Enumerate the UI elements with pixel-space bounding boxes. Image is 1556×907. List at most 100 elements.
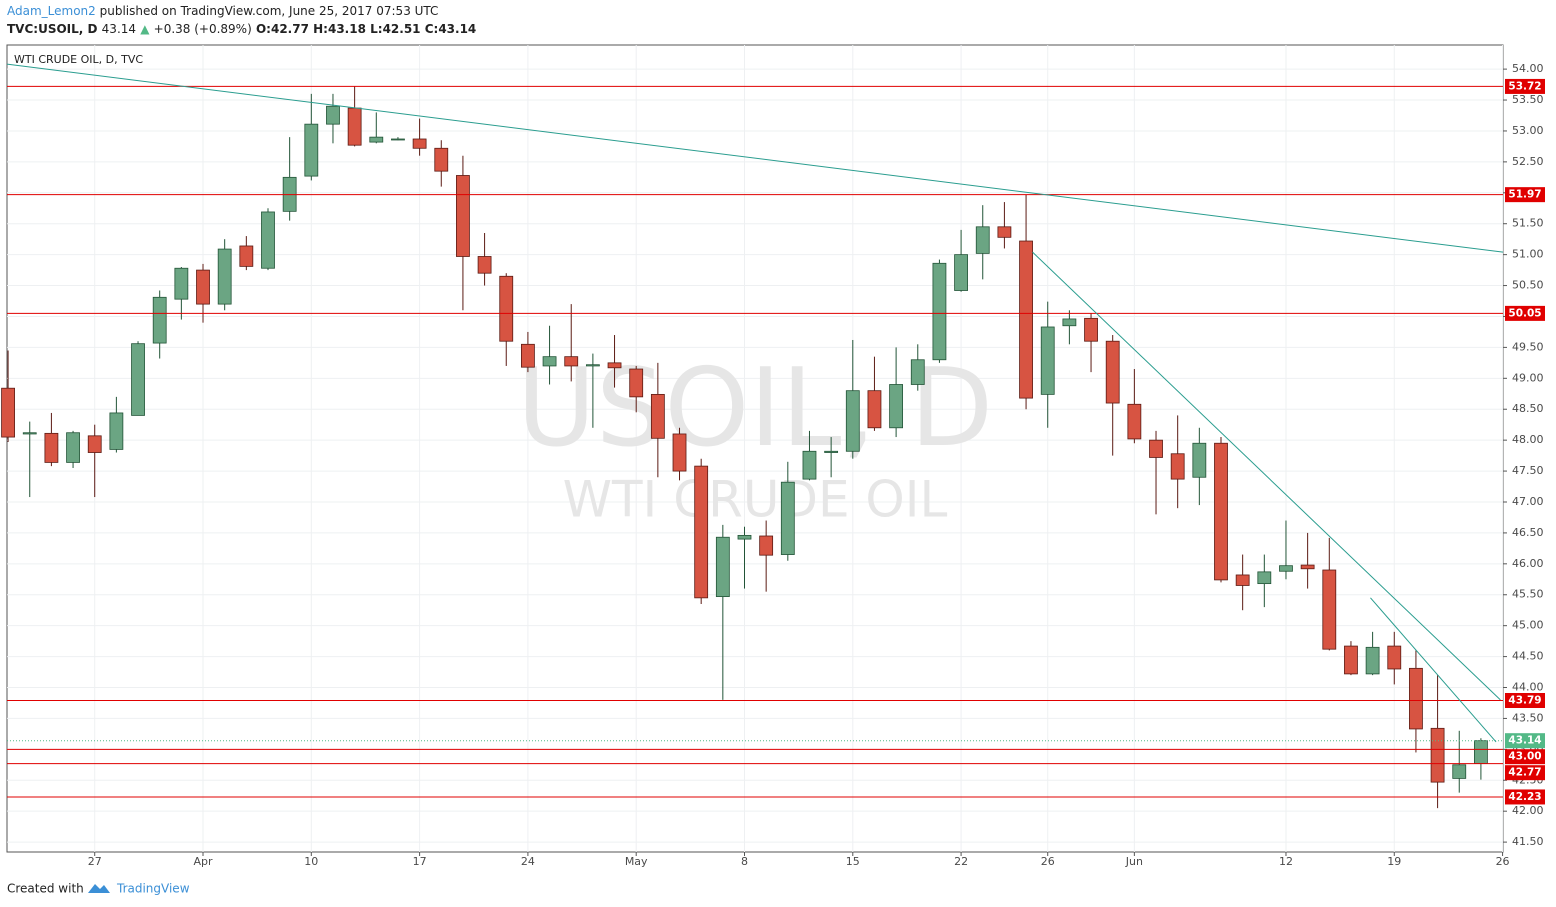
up-candle-body [1062,318,1077,327]
down-candle-body [759,535,774,556]
down-candle-body [1214,442,1228,581]
down-candle-body [564,356,579,367]
author[interactable]: Adam_Lemon2 [7,4,96,18]
change: +0.38 (+0.89%) [154,22,252,36]
x-tick-label: 27 [88,855,102,868]
y-tick-label: 43.50 [1512,711,1544,724]
y-tick-label: 41.50 [1512,835,1544,848]
marks [1,63,1504,809]
down-candle-body [1170,453,1185,480]
price-tag-label: 43.00 [1508,751,1541,763]
up-candle-body [1040,326,1055,395]
y-tick-label: 53.50 [1512,93,1544,106]
x-tick-label: 15 [846,855,860,868]
watermark-subtitle: WTI CRUDE OIL [563,471,948,529]
price-tag [1505,765,1545,781]
price-tag-label: 50.05 [1508,307,1541,319]
up-candle-body [131,343,145,416]
trend-line [1032,251,1501,701]
x-tick-label: 10 [304,855,318,868]
down-candle-body [629,368,644,398]
y-tick-label: 46.00 [1512,557,1544,570]
up-candle-body [954,254,968,291]
up-candle-body [910,359,925,385]
up-candle-body [975,226,990,254]
trend-line [1370,597,1497,743]
x-tick-label: 22 [954,855,968,868]
price-tag [1505,305,1545,321]
up-candle-body [261,211,275,269]
down-candle-body [521,343,535,368]
price-tag-label: 43.79 [1508,694,1541,706]
up-arrow: ▲ [140,22,150,36]
up-candle-body [304,123,319,177]
up-candle-body [802,450,817,480]
plot-frame [6,44,1504,853]
logo [88,884,110,893]
y-tick-label: 52.50 [1512,155,1544,168]
price-tag-label: 53.72 [1508,80,1541,92]
price-tag-label: 43.14 [1508,735,1541,747]
price-tag-label: 51.97 [1508,189,1541,201]
y-tick-label: 50.50 [1512,279,1544,292]
last: 43.14 [102,22,136,36]
y-tick-label: 48.50 [1512,402,1544,415]
x-tick-label: May [625,855,648,868]
down-candle-body [499,275,514,342]
down-candle-body [694,465,709,599]
down-candle-body [1387,645,1402,670]
x-tick-label: 26 [1496,855,1510,868]
x-tick-label: Jun [1125,855,1143,868]
y-tick-label: 45.00 [1512,619,1544,632]
down-candle-body [477,256,492,274]
down-candle-body [1084,317,1098,342]
down-candle-body [1,387,15,438]
y-tick-label: 44.50 [1512,650,1544,663]
down-candle-body [672,433,687,472]
up-candle-body [932,262,947,361]
down-candle-body [997,226,1012,238]
up-candle-body [174,267,189,300]
down-candle-body [1430,727,1445,783]
y-tick-label: 49.50 [1512,340,1544,353]
down-candle-body [1235,574,1250,586]
y-tick-label: 49.00 [1512,371,1544,384]
y-tick-label: 44.00 [1512,681,1544,694]
up-candle-body [109,412,124,450]
up-candle-body [217,248,232,305]
down-candle-body [1409,667,1423,730]
y-tick-label: 54.00 [1512,62,1544,75]
up-candle-body [1365,646,1380,675]
up-candle-body [542,356,557,367]
price-tag-label: 42.23 [1508,791,1541,803]
price-tag [1505,187,1545,203]
up-candle-body [326,105,340,125]
up-candle-body [737,534,752,540]
x-tick-label: 17 [413,855,427,868]
down-candle-body [196,269,210,305]
down-candle-body [1127,403,1142,440]
down-candle-body [44,432,59,463]
price-tag [1505,733,1545,749]
down-candle-body [347,107,362,146]
y-tick-label: 47.50 [1512,464,1544,477]
footer-brand[interactable]: TradingView [116,882,190,896]
down-candle-body [607,362,622,369]
x-tick-label: 12 [1279,855,1293,868]
ohlc-low: L:42.51 [370,22,420,36]
down-candle-body [412,138,427,149]
up-candle-body [824,450,839,453]
up-candle-body [22,432,37,435]
up-candle-body [391,138,405,141]
y-tick-label: 48.00 [1512,433,1544,446]
y-tick-label: 51.50 [1512,217,1544,230]
x-tick-label: 26 [1041,855,1055,868]
published: published on TradingView.com, June 25, 2… [100,4,439,18]
x-tick-label: 19 [1387,855,1401,868]
down-candle-body [1019,240,1033,399]
y-tick-label: 53.00 [1512,124,1544,137]
up-candle-body [845,390,860,452]
header-line: Adam_Lemon2 published on TradingView.com… [7,4,438,18]
ohlc-high: H:43.18 [313,22,366,36]
